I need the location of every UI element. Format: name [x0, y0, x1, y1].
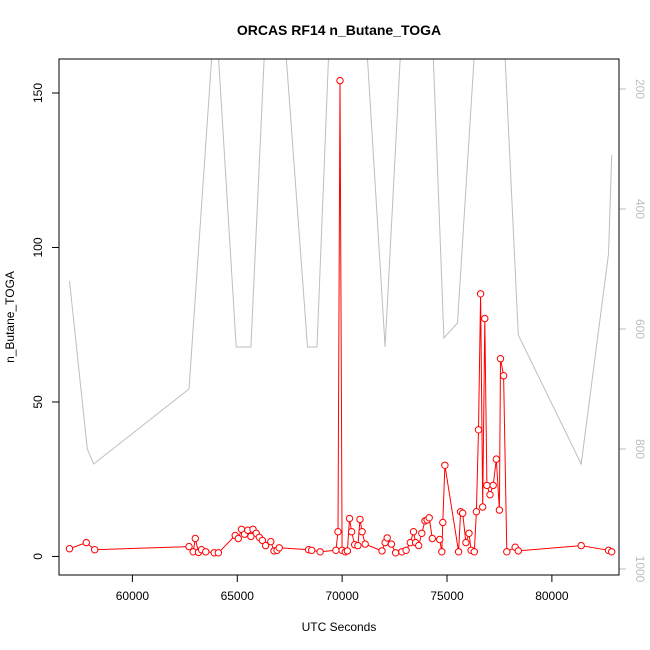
- data-point: [261, 541, 270, 550]
- data-point: [481, 314, 489, 323]
- data-point: [345, 514, 354, 523]
- y2-tick-label: 200: [633, 79, 647, 99]
- data-point: [436, 535, 444, 544]
- data-point: [191, 534, 200, 543]
- data-point: [378, 547, 386, 555]
- data-point: [234, 534, 243, 543]
- y2-tick-label: 800: [633, 439, 647, 459]
- data-point: [247, 532, 255, 541]
- chart-title: ORCAS RF14 n_Butane_TOGA: [237, 22, 441, 38]
- x-tick-label: 70000: [325, 589, 359, 603]
- data-point: [454, 548, 463, 556]
- data-point: [608, 548, 616, 556]
- data-point: [387, 540, 396, 548]
- data-point: [496, 355, 505, 363]
- data-point: [354, 541, 362, 550]
- y2-tick-label: 600: [633, 319, 647, 339]
- x-axis-label: UTC Seconds: [302, 620, 377, 634]
- data-point: [499, 372, 508, 380]
- plot-series: [65, 59, 616, 557]
- data-point: [492, 455, 500, 463]
- data-point: [347, 528, 356, 536]
- data-point: [486, 491, 494, 499]
- data-point: [356, 515, 364, 524]
- data-point: [472, 508, 481, 516]
- data-point: [361, 540, 369, 548]
- y2-tick-label: 1000: [633, 556, 647, 583]
- data-point: [258, 536, 267, 545]
- data-point: [479, 503, 487, 511]
- data-point: [459, 509, 467, 517]
- data-point: [202, 548, 210, 556]
- data-point: [428, 534, 436, 543]
- data-point: [495, 506, 504, 514]
- data-point: [470, 548, 478, 556]
- data-point: [332, 546, 340, 554]
- data-point: [275, 544, 283, 552]
- data-point: [65, 545, 74, 553]
- x-tick-label: 75000: [430, 589, 464, 603]
- x-tick-label: 60000: [116, 589, 150, 603]
- data-point: [476, 290, 485, 298]
- data-point: [334, 528, 342, 536]
- data-point: [462, 538, 470, 547]
- plot-frame: [58, 58, 620, 576]
- data-point: [409, 528, 418, 536]
- data-point: [316, 548, 324, 556]
- data-point: [267, 537, 275, 546]
- data-point: [185, 542, 193, 551]
- data-point: [441, 461, 449, 469]
- y-axis-label: n_Butane_TOGA: [3, 271, 17, 363]
- data-point: [439, 518, 447, 527]
- y-tick-label: 0: [31, 553, 45, 560]
- data-point: [425, 514, 433, 522]
- data-point: [465, 529, 473, 537]
- secondary-series-line: [69, 59, 613, 466]
- y2-tick-label: 400: [633, 199, 647, 219]
- y-tick-label: 50: [31, 395, 45, 409]
- data-point: [82, 538, 91, 547]
- data-point: [489, 481, 497, 490]
- data-point: [358, 528, 366, 536]
- x-tick-label: 65000: [221, 589, 255, 603]
- data-point: [343, 547, 352, 555]
- data-point: [415, 541, 423, 550]
- data-point: [391, 549, 400, 557]
- data-point: [514, 547, 522, 555]
- data-point: [336, 76, 344, 85]
- x-tick-label: 80000: [535, 589, 569, 603]
- data-point: [402, 546, 410, 554]
- y-tick-label: 100: [31, 237, 45, 257]
- data-point: [91, 546, 99, 554]
- y-tick-label: 150: [31, 83, 45, 103]
- data-point: [383, 534, 391, 542]
- data-point: [438, 548, 446, 556]
- data-point: [577, 541, 585, 550]
- data-point: [474, 426, 483, 434]
- data-point: [503, 548, 511, 556]
- data-point: [308, 546, 316, 554]
- data-point: [214, 549, 223, 557]
- axes: 60000 65000 70000 75000 80000 0 50 100 150 200 400…: [31, 79, 647, 603]
- data-point: [418, 529, 426, 537]
- data-point: [483, 481, 491, 490]
